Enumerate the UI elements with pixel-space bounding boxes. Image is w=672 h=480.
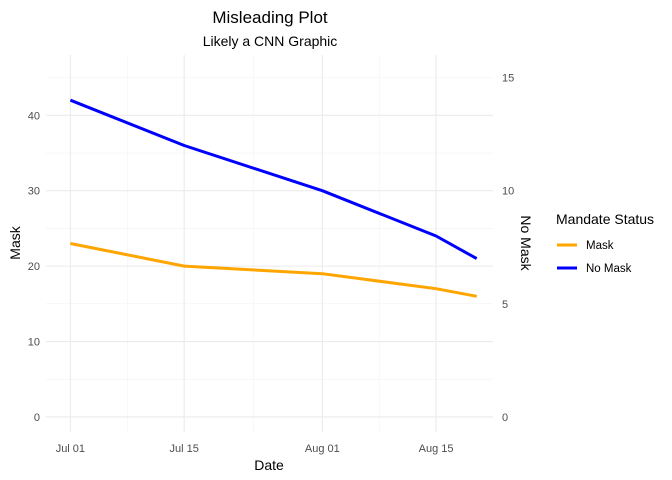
x-tick-label: Jul 01 <box>56 443 85 455</box>
legend-label-no-mask: No Mask <box>586 263 632 275</box>
x-tick-label: Aug 15 <box>419 443 454 455</box>
chart-title: Misleading Plot <box>212 8 328 27</box>
y-left-tick-label: 10 <box>28 337 40 349</box>
chart-subtitle: Likely a CNN Graphic <box>203 33 338 49</box>
tick-labels: Jul 01 Jul 15 Aug 01 Aug 15 0 10 20 30 40 0 5 10 15 <box>28 73 515 455</box>
y-left-tick-label: 30 <box>28 186 40 198</box>
x-tick-label: Aug 01 <box>305 443 340 455</box>
y-right-tick-label: 15 <box>502 73 514 85</box>
series-line-mask <box>70 242 477 298</box>
grid <box>46 55 493 432</box>
series-layer <box>69 98 478 298</box>
legend-title: Mandate Status <box>556 211 654 227</box>
y-left-tick-label: 40 <box>28 110 40 122</box>
x-axis-title: Date <box>254 457 284 473</box>
x-tick-label: Jul 15 <box>169 443 198 455</box>
y-right-tick-label: 5 <box>502 299 508 311</box>
y-axis-right-title: No Mask <box>518 215 534 271</box>
y-axis-left-title: Mask <box>7 225 23 259</box>
y-left-tick-label: 20 <box>28 261 40 273</box>
legend: Mandate Status Mask No Mask <box>556 211 654 275</box>
legend-label-mask: Mask <box>586 240 614 252</box>
series-line-no-mask <box>69 98 478 260</box>
y-right-tick-label: 0 <box>502 412 508 424</box>
y-right-tick-label: 10 <box>502 186 514 198</box>
y-left-tick-label: 0 <box>34 412 40 424</box>
